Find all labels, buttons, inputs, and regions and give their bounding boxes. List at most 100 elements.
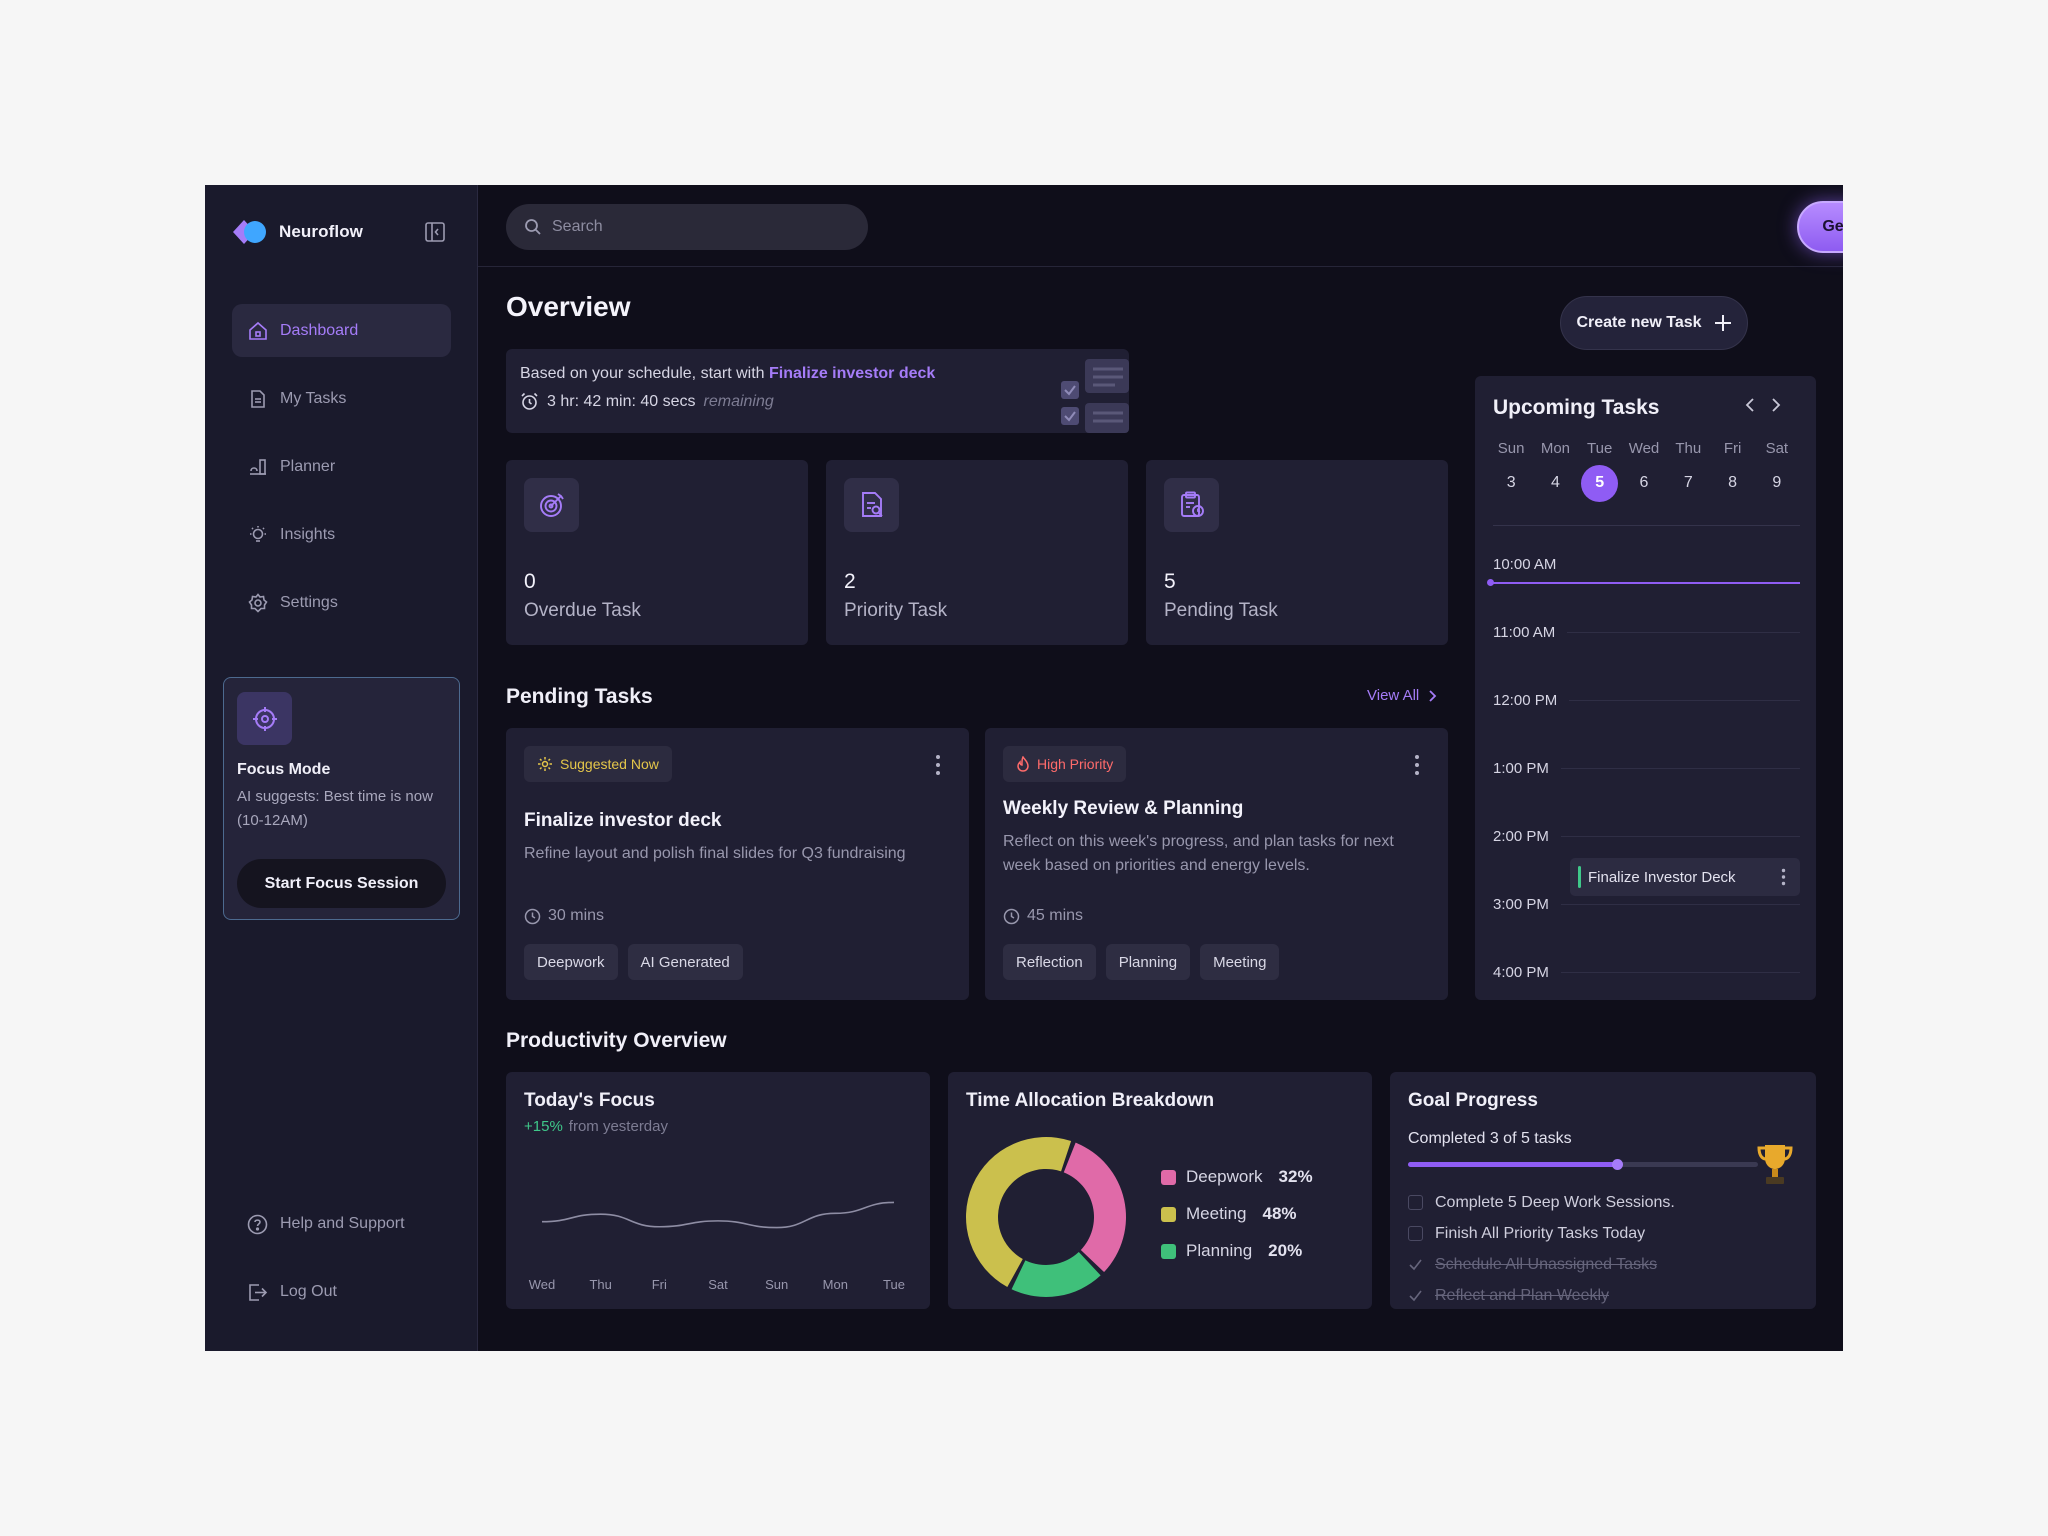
time-slot: 10:00 AM	[1493, 556, 1800, 573]
legend-percent: 32%	[1278, 1167, 1313, 1186]
more-vertical-icon[interactable]	[1414, 754, 1420, 781]
day-name: Mon	[1540, 440, 1571, 457]
help-and-support-link[interactable]: Help and Support	[247, 1212, 405, 1236]
legend-swatch	[1161, 1243, 1176, 1259]
time-label: 2:00 PM	[1493, 828, 1549, 845]
view-all-label: View All	[1367, 687, 1420, 704]
high-priority-badge: High Priority	[1003, 746, 1127, 782]
calendar-event[interactable]: Finalize Investor Deck	[1570, 858, 1800, 896]
calendar-date[interactable]: 3	[1506, 474, 1516, 491]
goal-item-completed[interactable]: Reflect and Plan Weekly	[1408, 1280, 1798, 1311]
tag[interactable]: Reflection	[1003, 944, 1096, 980]
todays-focus-title: Today's Focus	[524, 1090, 655, 1111]
trophy-icon	[1757, 1145, 1793, 1184]
start-focus-session-button[interactable]: Start Focus Session	[237, 859, 446, 908]
time-allocation-card: Time Allocation Breakdown Deepwork 32% M…	[948, 1072, 1372, 1309]
main-content: Get AI Insights Overview Create new Task…	[478, 185, 1843, 1351]
task-card-weekly-review[interactable]: High Priority Weekly Review & Planning R…	[985, 728, 1448, 1000]
todays-focus-card: Today's Focus +15% from yesterday Wed Thu F…	[506, 1072, 930, 1309]
hour-line	[1560, 972, 1800, 973]
file-search-icon	[844, 478, 899, 532]
chevron-left-icon[interactable]	[1745, 398, 1755, 412]
stat-label: Pending Task	[1164, 600, 1278, 621]
tag[interactable]: Planning	[1105, 944, 1191, 980]
badge-label: High Priority	[1037, 756, 1114, 772]
more-vertical-icon[interactable]	[935, 754, 941, 781]
stat-label: Overdue Task	[524, 600, 641, 621]
delta-text: from yesterday	[568, 1118, 668, 1135]
upcoming-tasks-title: Upcoming Tasks	[1493, 396, 1660, 419]
search-input[interactable]	[552, 218, 852, 236]
collapse-sidebar-icon[interactable]	[424, 221, 446, 243]
sidebar-item-label: My Tasks	[280, 389, 347, 407]
checkbox[interactable]	[1408, 1226, 1423, 1241]
time-label: 12:00 PM	[1493, 692, 1558, 709]
sidebar-item-dashboard[interactable]: Dashboard	[232, 304, 451, 357]
suggested-task-link[interactable]: Finalize investor deck	[769, 365, 936, 382]
tag[interactable]: AI Generated	[627, 944, 743, 980]
day-name: Fri	[1723, 440, 1742, 457]
goal-item[interactable]: Complete 5 Deep Work Sessions.	[1408, 1187, 1798, 1218]
task-description: Refine layout and polish final slides fo…	[524, 845, 906, 862]
time-slot: 12:00 PM	[1493, 692, 1800, 709]
time-label: 4:00 PM	[1493, 964, 1549, 981]
countdown-time: 3 hr: 42 min: 40 secs	[547, 392, 696, 410]
task-description: Reflect on this week's progress, and pla…	[1003, 833, 1394, 874]
hour-line	[1560, 768, 1800, 769]
checkbox[interactable]	[1408, 1195, 1423, 1210]
more-vertical-icon[interactable]	[1781, 868, 1786, 886]
logout-link[interactable]: Log Out	[247, 1280, 405, 1304]
sidebar-item-planner[interactable]: Planner	[232, 440, 451, 493]
task-card-finalize-investor-deck[interactable]: Suggested Now Finalize investor deck Ref…	[506, 728, 969, 1000]
day-name: Tue	[1587, 440, 1613, 457]
hour-line	[1560, 904, 1800, 905]
tag[interactable]: Deepwork	[524, 944, 618, 980]
sidebar-item-label: Planner	[280, 457, 336, 475]
clock-icon	[1003, 908, 1020, 924]
calendar-date-selected[interactable]: 5	[1578, 464, 1622, 502]
stat-card-pending[interactable]: 5 Pending Task	[1146, 460, 1448, 645]
get-ai-insights-button[interactable]: Get AI Insights	[1797, 201, 1843, 253]
legend-swatch	[1161, 1169, 1176, 1185]
upcoming-tasks-panel: Upcoming Tasks Sun Mon Tue Wed Thu Fri S…	[1475, 376, 1816, 1000]
document-icon	[251, 389, 265, 408]
search-bar[interactable]	[506, 204, 868, 250]
x-tick-label: Wed	[529, 1277, 556, 1292]
view-all-link[interactable]: View All	[1367, 687, 1437, 704]
clock-icon	[524, 908, 541, 924]
calendar-date[interactable]: 6	[1639, 474, 1649, 491]
stat-value: 2	[844, 570, 856, 593]
stat-card-priority[interactable]: 2 Priority Task	[826, 460, 1128, 645]
calendar-date[interactable]: 4	[1550, 474, 1560, 491]
week-calendar: Sun Mon Tue Wed Thu Fri Sat 3 4 5 6 7 8 …	[1489, 440, 1799, 502]
create-new-task-button[interactable]: Create new Task	[1560, 296, 1748, 350]
crosshair-icon	[237, 692, 292, 745]
checklist-illustration-icon	[1061, 359, 1129, 433]
goal-item-completed[interactable]: Schedule All Unassigned Tasks	[1408, 1249, 1798, 1280]
sidebar-nav: Dashboard My Tasks Planner Insights Sett…	[232, 304, 451, 644]
help-label: Help and Support	[280, 1215, 405, 1232]
sidebar-item-my-tasks[interactable]: My Tasks	[232, 372, 451, 425]
create-new-task-label: Create new Task	[1576, 314, 1702, 331]
check-icon[interactable]	[1408, 1257, 1423, 1272]
goal-label: Finish All Priority Tasks Today	[1435, 1224, 1646, 1242]
divider	[1493, 525, 1800, 526]
x-tick-label: Sat	[708, 1277, 728, 1292]
calendar-date[interactable]: 7	[1683, 474, 1693, 491]
tag[interactable]: Meeting	[1200, 944, 1280, 980]
focus-series-line	[541, 1201, 895, 1229]
brand[interactable]: Neuroflow	[231, 217, 363, 247]
sidebar-item-insights[interactable]: Insights	[232, 508, 451, 561]
goal-label: Schedule All Unassigned Tasks	[1435, 1255, 1658, 1273]
chevron-right-icon[interactable]	[1771, 398, 1781, 412]
calendar-date[interactable]: 9	[1772, 474, 1782, 491]
calendar-date[interactable]: 8	[1728, 474, 1738, 491]
chevron-right-icon	[1429, 689, 1437, 702]
sidebar-item-settings[interactable]: Settings	[232, 576, 451, 629]
stat-card-overdue[interactable]: 0 Overdue Task	[506, 460, 808, 645]
check-icon[interactable]	[1408, 1288, 1423, 1303]
goal-item[interactable]: Finish All Priority Tasks Today	[1408, 1218, 1798, 1249]
hour-line	[1567, 632, 1800, 633]
goal-label: Complete 5 Deep Work Sessions.	[1435, 1193, 1675, 1211]
allocation-legend: Deepwork 32% Meeting 48% Planning 20%	[1161, 1167, 1313, 1278]
